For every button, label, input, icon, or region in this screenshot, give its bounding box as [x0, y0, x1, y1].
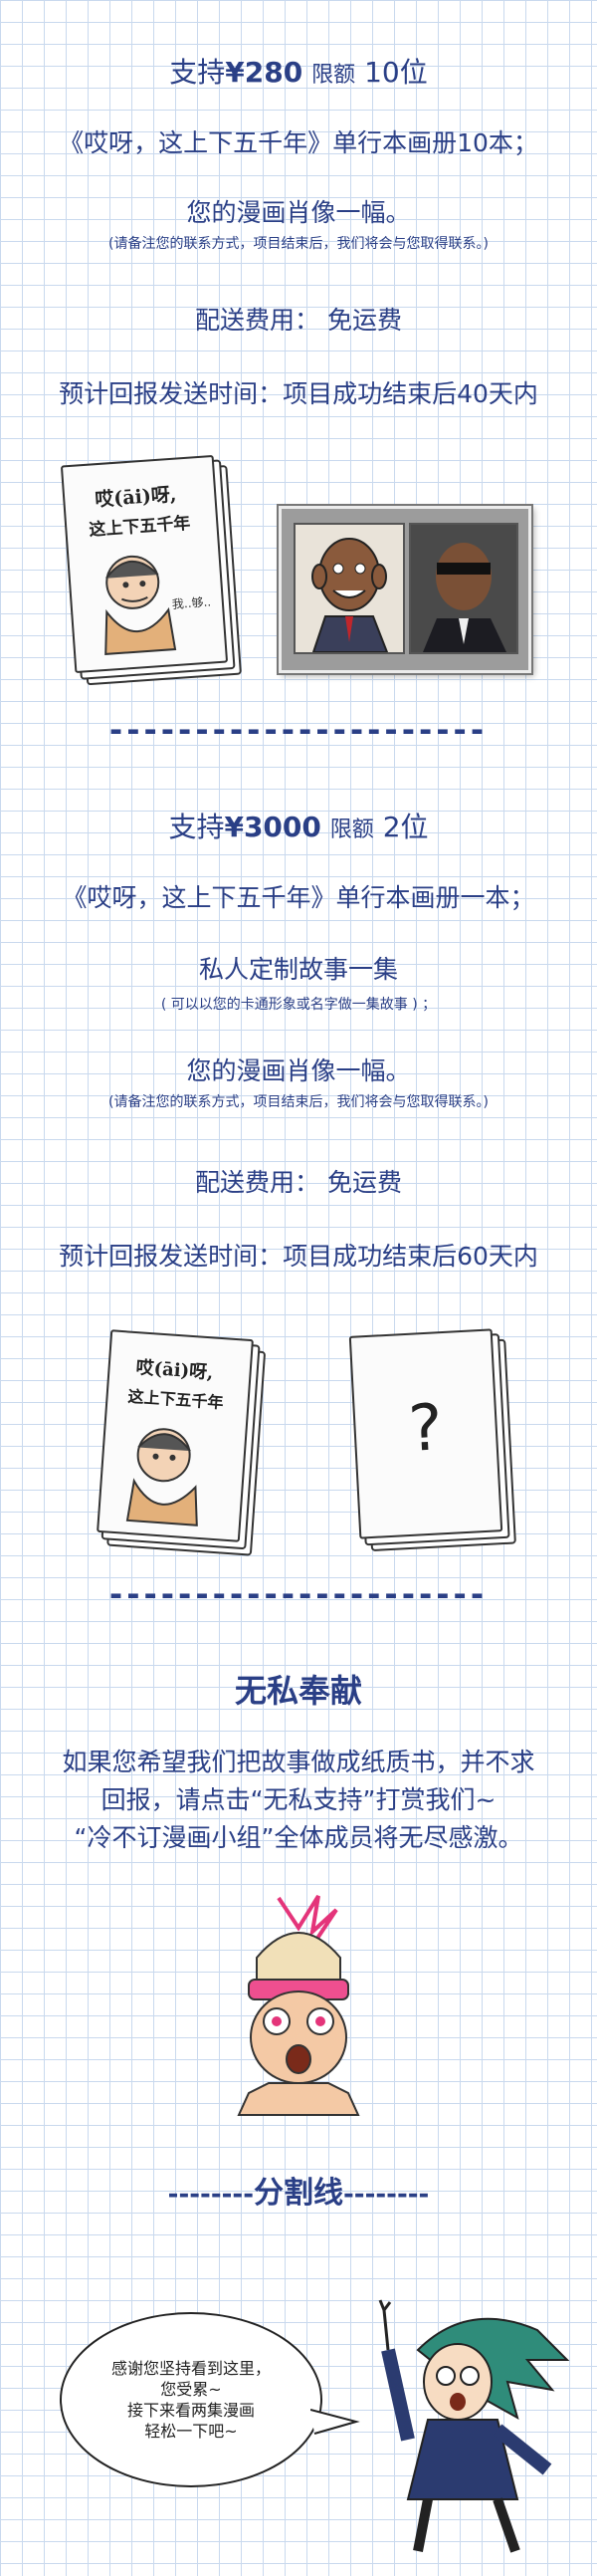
tier1-heading: 支持¥280 限额 10位	[0, 56, 597, 93]
tier2-heading: 支持¥3000 限额 2位	[0, 811, 597, 847]
tier2-reward-story-note: ( 可以以您的卡通形象或名字做一集故事 ) ；	[160, 997, 437, 1013]
tier2-divider: ----------------------	[108, 1575, 489, 1613]
tier1-book-image: 哎(āi)呀, 这上下五千年 我..够..	[60, 454, 229, 674]
tier2-heading-limit-count: 2位	[382, 811, 429, 843]
tier1-divider: ----------------------	[108, 711, 489, 749]
pink-hat-character-illustration	[237, 1894, 360, 2116]
bubble-line2: 您受累~	[160, 2380, 222, 2399]
tier2-reward-portrait-note: (请备注您的联系方式，项目结束后，我们将会与您取得联系。)	[108, 1094, 489, 1110]
tier1-heading-limit-count: 10位	[364, 56, 428, 89]
tier2-reward-book: 《哎呀，这上下五千年》单行本画册一本；	[62, 883, 535, 912]
waving-girl-illustration	[378, 2299, 570, 2553]
portrait-photo-frame	[279, 506, 531, 673]
speech-bubble-tail	[310, 2409, 360, 2435]
book-character-illustration	[104, 555, 177, 656]
tier2-heading-amount: ¥3000	[224, 811, 321, 843]
tier1-book-title-line1: 哎(āi)呀,	[94, 483, 178, 512]
tier2-reward-portrait: 您的漫画肖像一幅。	[186, 1056, 411, 1085]
bubble-line3: 接下来看两集漫画	[126, 2401, 255, 2420]
tier1-reward-portrait-note: (请备注您的联系方式，项目结束后，我们将会与您取得联系。)	[108, 236, 489, 252]
tier1-heading-limit-word: 限额	[311, 63, 356, 88]
section-separator: --------分割线--------	[0, 2177, 597, 2212]
person-silhouette-icon	[423, 543, 506, 652]
tier2-heading-limit-word: 限额	[329, 818, 374, 842]
selfless-line1: 如果您希望我们把故事做成纸质书，并不求	[62, 1748, 535, 1776]
book-character-illustration	[125, 1428, 198, 1526]
mystery-book-image: ?	[348, 1328, 503, 1539]
tier1-book-speech: 我..够..	[171, 594, 212, 612]
cartoon-portrait-image	[294, 523, 405, 654]
thank-you-speech-bubble: 感谢您坚持看到这里， 您受累~ 接下来看两集漫画 轻松一下吧~	[60, 2312, 322, 2487]
separator-dashes-left: --------	[167, 2180, 254, 2210]
tier1-heading-prefix: 支持	[169, 56, 226, 89]
question-mark-icon: ?	[406, 1391, 445, 1467]
tier1-heading-amount: ¥280	[225, 56, 303, 89]
bubble-line1: 感谢您坚持看到这里，	[110, 2359, 271, 2378]
tier1-delivery: 预计回报发送时间：项目成功结束后40天内	[59, 379, 538, 408]
tier1-reward-portrait: 您的漫画肖像一幅。	[186, 198, 411, 227]
bubble-line4: 轻松一下吧~	[144, 2422, 238, 2441]
tier2-heading-prefix: 支持	[168, 811, 225, 843]
tier1-reward-books: 《哎呀，这上下五千年》单行本画册10本；	[59, 128, 538, 157]
tier2-book-title-line1: 哎(āi)呀,	[134, 1357, 215, 1384]
separator-dashes-right: --------	[343, 2180, 430, 2210]
separator-label: 分割线	[254, 2176, 343, 2211]
tier2-book-image: 哎(āi)呀, 这上下五千年	[97, 1329, 254, 1542]
selfless-title: 无私奉献	[234, 1672, 362, 1710]
selfless-line3: “冷不订漫画小组”全体成员将无尽感激。	[74, 1823, 523, 1852]
tier2-shipping: 配送费用： 免运费	[195, 1168, 402, 1197]
tier2-reward-story: 私人定制故事一集	[198, 955, 398, 984]
cartoon-face-icon	[311, 538, 389, 653]
tier2-delivery: 预计回报发送时间：项目成功结束后60天内	[59, 1242, 538, 1271]
selfless-line2: 回报，请点击“无私支持”打赏我们~	[100, 1785, 497, 1814]
tier1-shipping: 配送费用： 免运费	[195, 306, 402, 335]
real-portrait-image	[409, 523, 518, 654]
